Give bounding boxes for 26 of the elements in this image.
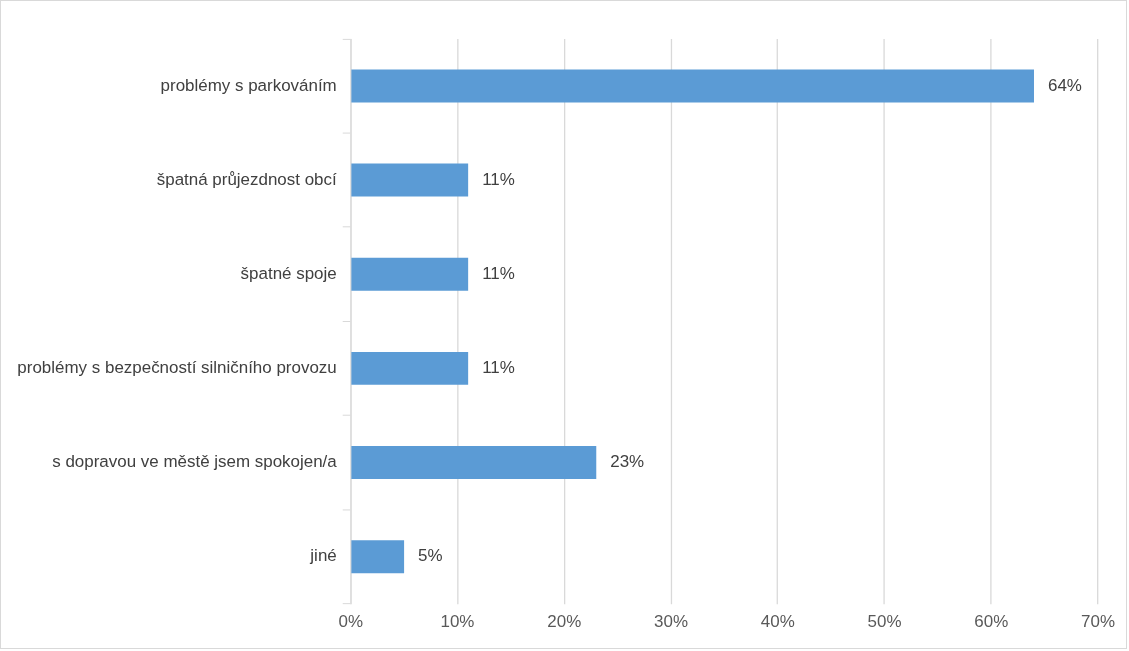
y-tick-label: špatné spoje (240, 263, 337, 283)
data-label: 64% (1047, 75, 1082, 95)
y-tick-label: špatná průjezdnost obcí (156, 169, 338, 189)
x-tick-label: 30% (654, 611, 688, 631)
x-tick-label: 40% (760, 611, 795, 631)
x-tick-label: 0% (338, 611, 363, 631)
y-tick-label: problémy s parkováním (160, 75, 337, 95)
data-label: 11% (482, 263, 515, 283)
x-tick-label: 20% (547, 611, 582, 631)
bar (351, 540, 405, 574)
x-tick-label: 10% (440, 611, 475, 631)
data-label: 5% (418, 546, 443, 566)
bar (351, 69, 1034, 103)
x-tick-label: 70% (1081, 611, 1116, 631)
data-label: 11% (482, 169, 515, 189)
bar (351, 446, 597, 479)
bar (351, 351, 469, 385)
data-label: 23% (610, 452, 645, 472)
y-tick-label: s dopravou ve městě jsem spokojen/a (52, 452, 338, 472)
bar (351, 163, 469, 197)
bar (351, 257, 469, 291)
y-tick-label: problémy s bezpečností silničního provozu (17, 358, 337, 378)
y-tick-label: jiné (309, 546, 337, 566)
x-tick-label: 60% (974, 611, 1009, 631)
x-tick-label: 50% (867, 611, 902, 631)
data-label: 11% (482, 358, 515, 378)
